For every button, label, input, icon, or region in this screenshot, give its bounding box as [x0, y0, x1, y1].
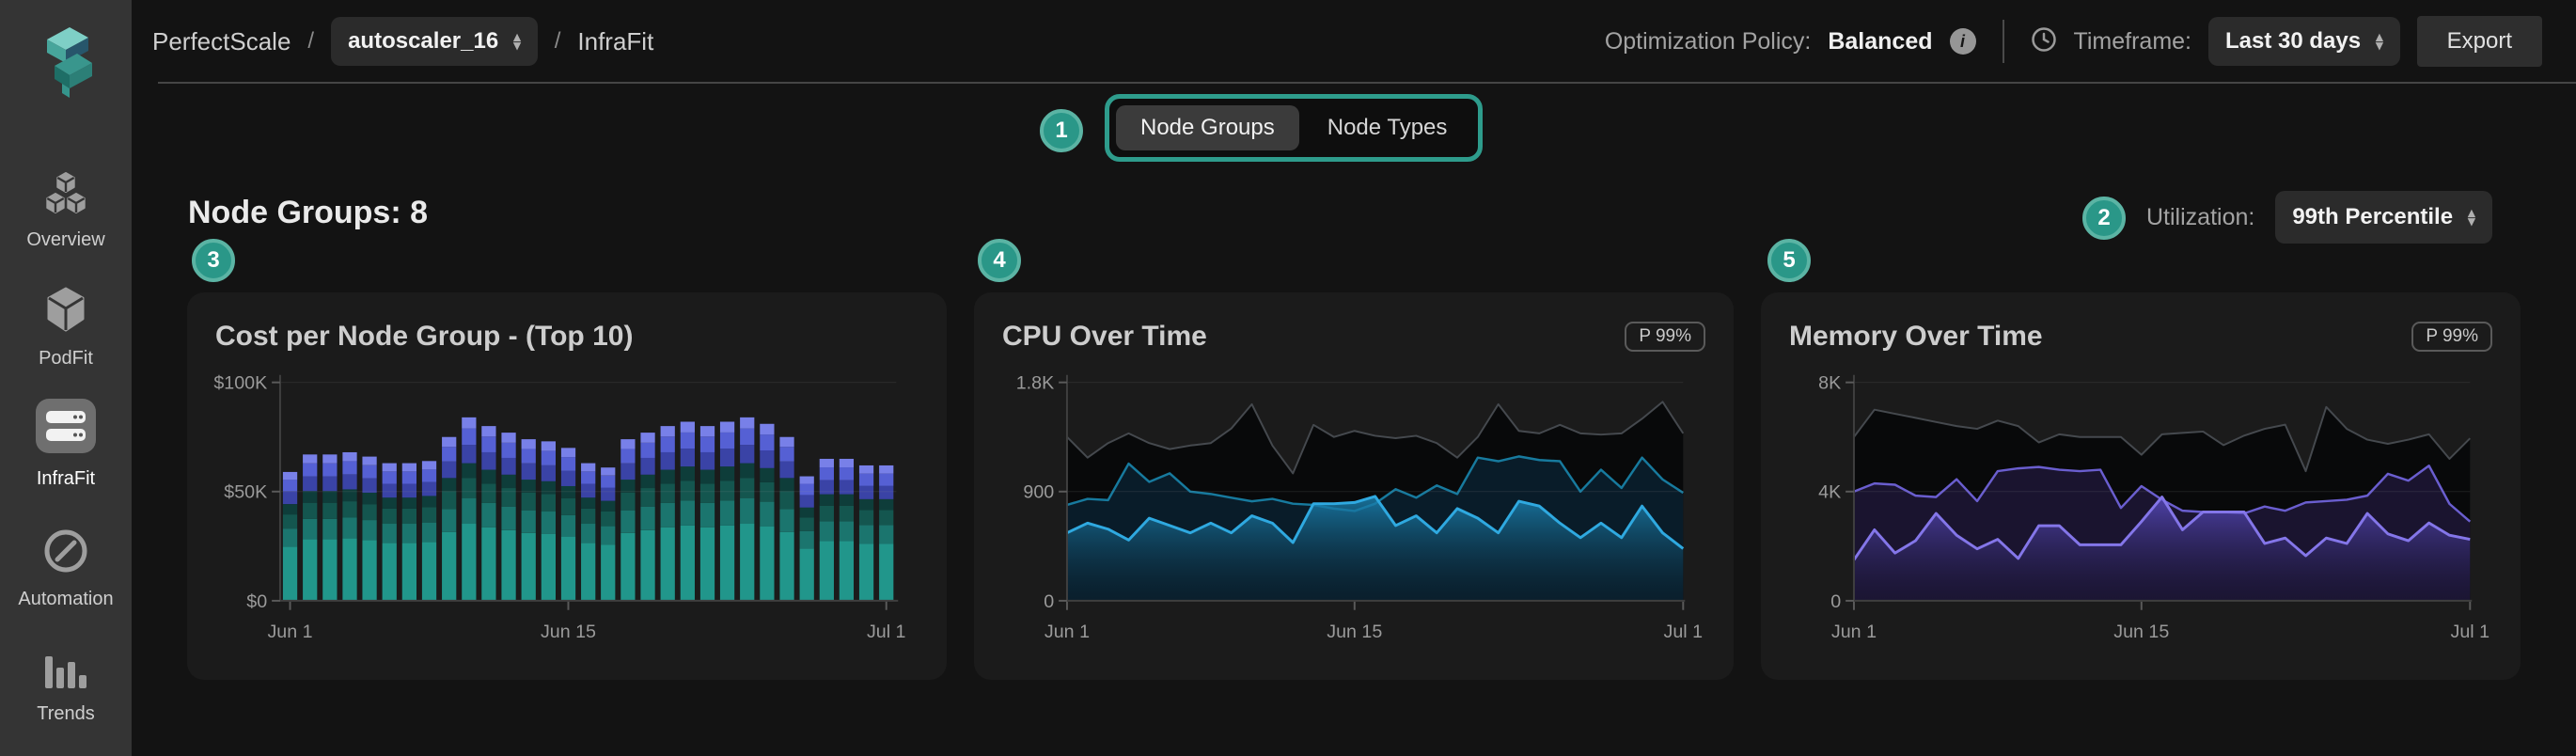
- chart-title: CPU Over Time: [1002, 321, 1207, 352]
- svg-text:1.8K: 1.8K: [1016, 373, 1054, 394]
- chevron-updown-icon: ▴ ▾: [2376, 28, 2383, 54]
- annotation-badge-4: 4: [978, 239, 1021, 282]
- header-bottom-divider: [158, 82, 2576, 84]
- timeframe-label: Timeframe:: [2073, 27, 2191, 55]
- memory-area-chart: 0 4K 8K Jun 1 Jun 15 Jul 1: [1789, 364, 2492, 653]
- sidebar-item-label: Trends: [37, 703, 95, 724]
- cubes-icon: [41, 169, 90, 221]
- node-view-toggle: Node Groups Node Types: [1105, 94, 1484, 162]
- utilization-select-value: 99th Percentile: [2292, 204, 2454, 229]
- percentile-badge: P 99%: [2411, 322, 2492, 352]
- cost-stacked-bar-chart: $0 $50K $100K Jun 1 Jun 15 Jul 1: [213, 364, 919, 653]
- cluster-select-value: autoscaler_16: [348, 28, 499, 54]
- chevron-updown-icon: ▴ ▾: [2468, 204, 2475, 229]
- svg-text:Jul 1: Jul 1: [1664, 622, 1704, 642]
- info-icon[interactable]: i: [1949, 28, 1976, 55]
- cost-per-node-group-card: Cost per Node Group - (Top 10) $0 $50K $10…: [187, 292, 947, 680]
- header-divider: [2002, 20, 2004, 63]
- svg-text:Jun 1: Jun 1: [1831, 622, 1877, 642]
- svg-text:Jun 15: Jun 15: [2113, 622, 2169, 642]
- annotation-badge-5: 5: [1767, 239, 1811, 282]
- svg-text:8K: 8K: [1818, 373, 1841, 394]
- cpu-area-chart: 0 900 1.8K Jun 1 Jun 15 Jul 1: [1002, 364, 1705, 653]
- chevron-updown-icon: ▴ ▾: [513, 28, 521, 54]
- top-header: PerfectScale / autoscaler_16 ▴ ▾ / InfraF…: [132, 0, 2576, 83]
- svg-text:Jun 1: Jun 1: [267, 622, 312, 642]
- chart-title: Cost per Node Group - (Top 10): [215, 321, 634, 352]
- annotation-badge-2: 2: [2082, 197, 2126, 240]
- cpu-over-time-card: CPU Over Time P 99% 0 900 1.8K Jun 1 Jun 15 J…: [974, 292, 1734, 680]
- charts-row: Cost per Node Group - (Top 10) $0 $50K $10…: [187, 292, 2521, 680]
- annotation-badge-1: 1: [1040, 109, 1083, 152]
- clock-icon: [2031, 26, 2057, 57]
- breadcrumb-app[interactable]: PerfectScale: [152, 26, 291, 55]
- svg-text:$50K: $50K: [224, 482, 267, 503]
- percentile-badge: P 99%: [1625, 322, 1705, 352]
- bar-chart-icon: [43, 651, 88, 695]
- svg-text:0: 0: [1830, 591, 1841, 612]
- header-controls: Optimization Policy: Balanced i Timefram…: [1605, 16, 2542, 67]
- optimization-policy-value: Balanced: [1828, 27, 1933, 55]
- cube-icon: [41, 286, 90, 339]
- breadcrumb: PerfectScale / autoscaler_16 ▴ ▾ / InfraF…: [152, 17, 653, 66]
- annotation-badge-3: 3: [192, 239, 235, 282]
- servers-icon: [36, 399, 96, 460]
- cluster-select[interactable]: autoscaler_16 ▴ ▾: [331, 17, 538, 66]
- toggle-node-types[interactable]: Node Types: [1303, 105, 1472, 150]
- svg-text:Jun 1: Jun 1: [1045, 622, 1090, 642]
- sidebar-item-podfit[interactable]: PodFit: [0, 286, 132, 370]
- svg-text:$100K: $100K: [213, 373, 267, 394]
- utilization-label: Utilization:: [2146, 203, 2255, 230]
- slashed-circle-icon: [41, 527, 90, 580]
- breadcrumb-separator: /: [307, 28, 315, 54]
- perfectscale-logo-icon: [26, 21, 105, 104]
- sidebar-item-label: InfraFit: [36, 468, 96, 489]
- svg-text:Jul 1: Jul 1: [867, 622, 906, 642]
- sidebar-item-infrafit[interactable]: InfraFit: [0, 399, 132, 490]
- svg-text:0: 0: [1044, 591, 1054, 612]
- timeframe-select[interactable]: Last 30 days ▴ ▾: [2208, 17, 2400, 66]
- sidebar-item-label: Automation: [18, 589, 114, 609]
- svg-text:900: 900: [1023, 482, 1054, 503]
- utilization-select[interactable]: 99th Percentile ▴ ▾: [2275, 191, 2492, 244]
- svg-text:4K: 4K: [1818, 482, 1841, 503]
- sidebar-item-label: PodFit: [39, 348, 93, 369]
- breadcrumb-page: InfraFit: [577, 26, 654, 55]
- sidebar-item-trends[interactable]: Trends: [0, 651, 132, 725]
- svg-text:Jun 15: Jun 15: [1327, 622, 1382, 642]
- sidebar-item-label: Overview: [26, 229, 105, 250]
- page-title: Node Groups: 8: [188, 195, 429, 230]
- timeframe-select-value: Last 30 days: [2225, 28, 2362, 54]
- sidebar-item-automation[interactable]: Automation: [0, 527, 132, 610]
- export-button[interactable]: Export: [2416, 16, 2542, 67]
- breadcrumb-separator: /: [554, 28, 561, 54]
- svg-text:$0: $0: [246, 591, 267, 612]
- chart-title: Memory Over Time: [1789, 321, 2043, 352]
- toggle-node-groups[interactable]: Node Groups: [1116, 105, 1299, 150]
- svg-text:Jul 1: Jul 1: [2451, 622, 2490, 642]
- memory-over-time-card: Memory Over Time P 99% 0 4K 8K Jun 1 Jun 15 J…: [1761, 292, 2521, 680]
- optimization-policy-label: Optimization Policy:: [1604, 27, 1812, 55]
- utilization-control: Utilization: 99th Percentile ▴ ▾: [2082, 191, 2492, 244]
- svg-text:Jun 15: Jun 15: [541, 622, 596, 642]
- sidebar-item-overview[interactable]: Overview: [0, 169, 132, 251]
- sidebar: Overview PodFit InfraFit: [0, 0, 132, 756]
